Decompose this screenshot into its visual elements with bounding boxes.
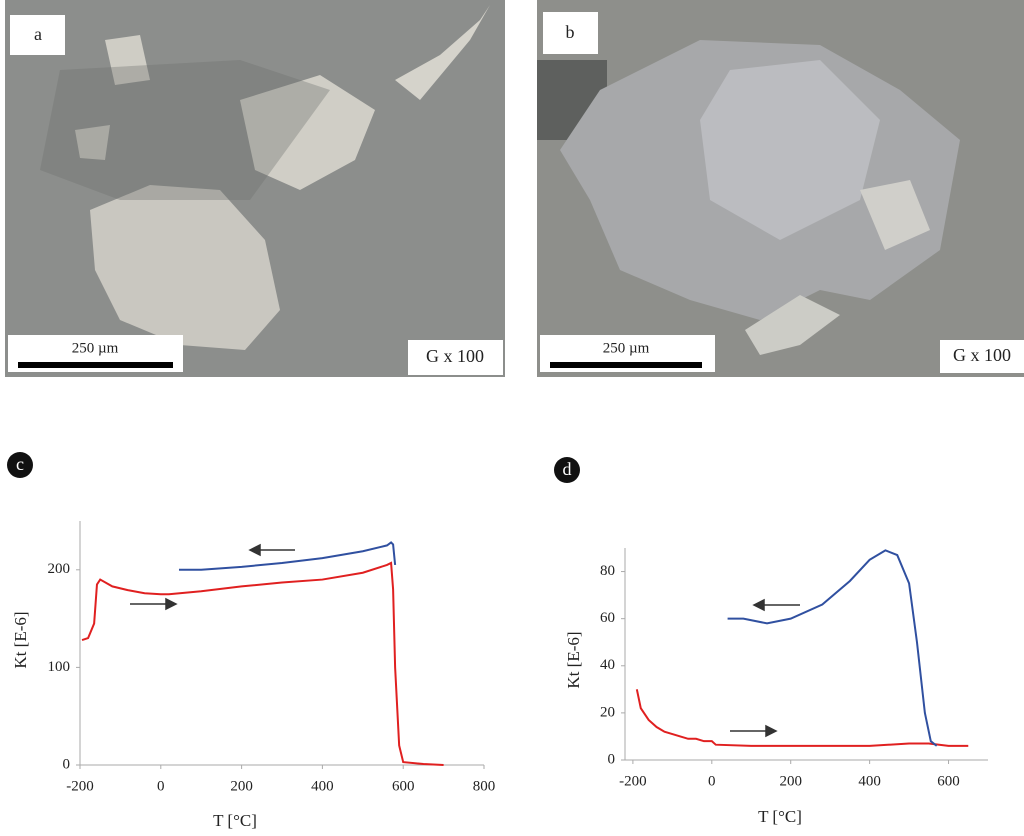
micrograph-b: b 250 µm G x 100 — [537, 0, 1024, 377]
magnification: G x 100 — [953, 345, 1011, 365]
x-tick-label: 400 — [858, 773, 881, 789]
x-tick-label: 400 — [311, 778, 334, 794]
y-tick-label: 40 — [600, 657, 615, 673]
x-axis-label: T [°C] — [758, 807, 802, 826]
y-tick-label: 60 — [600, 610, 615, 626]
panel-badge — [7, 452, 33, 478]
x-tick-label: 0 — [708, 773, 716, 789]
micrograph-a: a 250 µm G x 100 — [5, 0, 505, 377]
y-tick-label: 100 — [48, 659, 71, 675]
x-tick-label: 800 — [473, 778, 496, 794]
magnification: G x 100 — [426, 346, 484, 366]
data-line — [635, 689, 969, 747]
y-axis-label: Kt [E-6] — [564, 631, 583, 688]
x-tick-label: 200 — [230, 778, 253, 794]
data-line — [727, 549, 938, 747]
scale-bar-label: 250 µm — [603, 340, 650, 356]
panel-label: c — [16, 454, 24, 474]
x-tick-label: 600 — [392, 778, 415, 794]
data-line — [81, 561, 444, 766]
x-tick-label: -200 — [66, 778, 94, 794]
scale-bar-label: 250 µm — [72, 340, 119, 356]
y-tick-label: 20 — [600, 704, 615, 720]
panel-label: d — [563, 459, 572, 479]
y-tick-label: 80 — [600, 563, 615, 579]
y-tick-label: 0 — [608, 751, 616, 767]
y-axis-label: Kt [E-6] — [11, 611, 30, 668]
data-line — [178, 541, 397, 571]
panel-label: b — [566, 22, 575, 42]
x-tick-label: 200 — [779, 773, 802, 789]
arrows — [130, 543, 800, 738]
y-tick-label: 200 — [48, 561, 71, 577]
x-tick-label: 600 — [937, 773, 960, 789]
x-tick-label: -200 — [619, 773, 647, 789]
x-tick-label: 0 — [157, 778, 165, 794]
panel-badge — [554, 457, 580, 483]
panel-label: a — [34, 24, 42, 44]
y-tick-label: 0 — [63, 756, 71, 772]
x-axis-label: T [°C] — [213, 811, 257, 830]
